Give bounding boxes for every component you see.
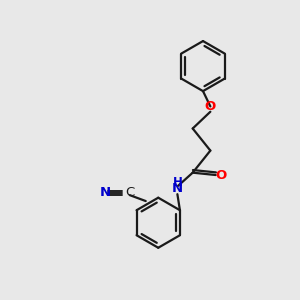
Text: O: O xyxy=(205,100,216,113)
Text: H: H xyxy=(172,176,182,189)
Text: O: O xyxy=(215,169,226,182)
Text: C: C xyxy=(125,186,134,199)
Text: N: N xyxy=(172,182,183,195)
Text: N: N xyxy=(100,186,111,199)
